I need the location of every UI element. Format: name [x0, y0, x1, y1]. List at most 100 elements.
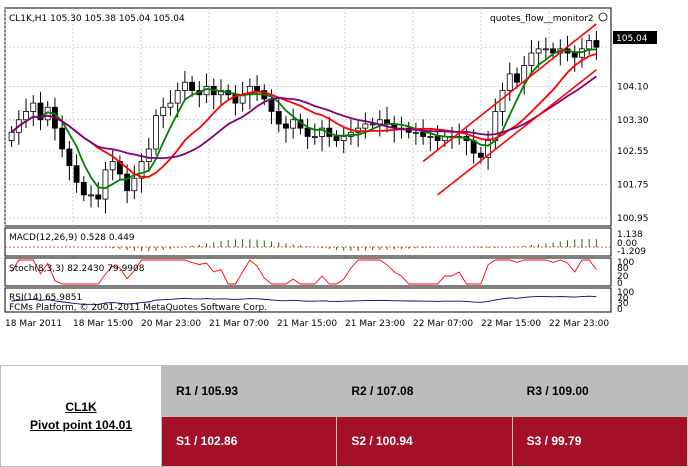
candle [254, 75, 260, 102]
candle-body [189, 81, 196, 91]
candle-body [333, 136, 340, 142]
pivot-point-link[interactable]: Pivot point 104.01 [29, 418, 133, 432]
candle-body [434, 136, 441, 142]
macd-scale-bottom: -1.209 [617, 247, 646, 257]
candle-body [412, 131, 419, 134]
candle [66, 141, 73, 181]
r3-cell: R3 / 109.00 [511, 365, 688, 417]
candle-body [88, 194, 94, 197]
candle-body [535, 48, 542, 54]
candle-body [95, 194, 102, 200]
candle [275, 98, 282, 133]
s1-cell: S1 / 102.86 [160, 415, 338, 467]
candle-body [499, 90, 506, 112]
candle-body [167, 102, 174, 108]
stoch-label: Stoch(8,3,3) 82.2430 79.9908 [9, 264, 145, 274]
indicator-label: quotes_flow__monitor2 [490, 14, 594, 24]
candle [506, 62, 513, 102]
candle [542, 37, 549, 60]
candle-body [102, 169, 109, 200]
candle [23, 98, 29, 129]
chart-watermark: FCMs Platform, © 2001-2011 MetaQuotes So… [9, 303, 267, 313]
price-tick-label: 104.10 [617, 82, 649, 92]
time-tick-label: 21 Mar 15:00 [277, 319, 337, 329]
candle [514, 67, 520, 89]
candle [593, 30, 600, 60]
r2-cell: R2 / 107.08 [336, 365, 513, 417]
candle [80, 176, 87, 202]
time-tick-label: 22 Mar 15:00 [481, 319, 541, 329]
s2-cell: S2 / 100.94 [336, 415, 513, 467]
candle [37, 91, 44, 131]
candle-body [362, 123, 369, 129]
symbol-link[interactable]: CL1K [65, 400, 97, 414]
candle-body [319, 127, 325, 137]
candle [73, 154, 80, 193]
candle [362, 112, 369, 139]
moving-averages [11, 48, 597, 190]
candle-body [521, 65, 528, 83]
stoch-lines [11, 259, 597, 285]
candle [521, 55, 528, 95]
channel-lower-line [437, 69, 597, 196]
stoch-k-line [11, 259, 597, 285]
candle [311, 123, 318, 145]
price-tick-label: 100.95 [617, 214, 649, 224]
candle [160, 97, 167, 129]
time-tick-label: 18 Mar 2011 [5, 319, 62, 329]
candle-body [131, 177, 138, 192]
candle [319, 120, 325, 152]
candle-body [369, 123, 376, 126]
macd-label: MACD(12,26,9) 0.528 0.449 [9, 233, 135, 243]
stoch-scale-20: 20 [617, 272, 629, 282]
rsi-scale-30: 30 [617, 299, 629, 309]
candle [181, 70, 188, 102]
rsi-scale-70: 70 [617, 294, 629, 304]
candle-body [30, 102, 37, 112]
candle-body [138, 161, 145, 179]
candle-body [586, 40, 593, 50]
ma-mid-line [11, 53, 597, 178]
price-tick-label: 103.30 [617, 116, 649, 126]
candle [109, 150, 116, 181]
candle-body [37, 102, 44, 121]
candle [153, 109, 159, 156]
candle [131, 165, 138, 200]
stoch-scale-100: 100 [617, 258, 634, 268]
rsi-trace [11, 295, 597, 305]
price-tick-label: 101.75 [617, 180, 649, 190]
rsi-label: RSI(14) 65.9851 [9, 293, 82, 303]
macd-scale-top: 1.138 [617, 230, 643, 240]
candle-body [181, 81, 188, 91]
channel-upper-line [422, 23, 597, 163]
candle-body [528, 52, 535, 66]
candle-body [160, 106, 167, 117]
candle-body [109, 161, 116, 171]
r1-cell: R1 / 105.93 [160, 365, 338, 417]
rsi-scale-100: 100 [617, 288, 634, 298]
ma-slow-line [11, 75, 597, 160]
candle-body [290, 119, 297, 129]
trend-channel [422, 23, 597, 196]
candle [535, 40, 542, 68]
macd-scale-mid: 0.00 [617, 239, 637, 249]
time-tick-label: 21 Mar 07:00 [209, 319, 269, 329]
symbol-cell: CL1K Pivot point 104.01 [0, 365, 162, 467]
resistance-row: CL1K Pivot point 104.01 R1 / 105.93 R2 /… [0, 365, 688, 467]
time-tick-label: 20 Mar 23:00 [141, 319, 201, 329]
macd-histogram [5, 238, 611, 252]
candle [30, 95, 37, 127]
time-tick-label: 22 Mar 07:00 [413, 319, 473, 329]
macd-panel [4, 227, 612, 257]
s3-cell: S3 / 99.79 [511, 415, 688, 467]
candle-body [492, 111, 499, 142]
time-axis: 18 Mar 2011 18 Mar 15:00 20 Mar 23:00 21 Ma… [5, 319, 609, 329]
time-tick-label: 18 Mar 15:00 [73, 319, 133, 329]
candle-body [427, 136, 434, 138]
candle-body [59, 127, 66, 150]
candle-body [283, 123, 289, 129]
candle [124, 164, 131, 204]
candle [412, 122, 419, 145]
price-axis: 104.10 103.30 102.55 101.75 100.95 [617, 82, 649, 223]
indicator-settings-icon[interactable] [598, 12, 608, 22]
